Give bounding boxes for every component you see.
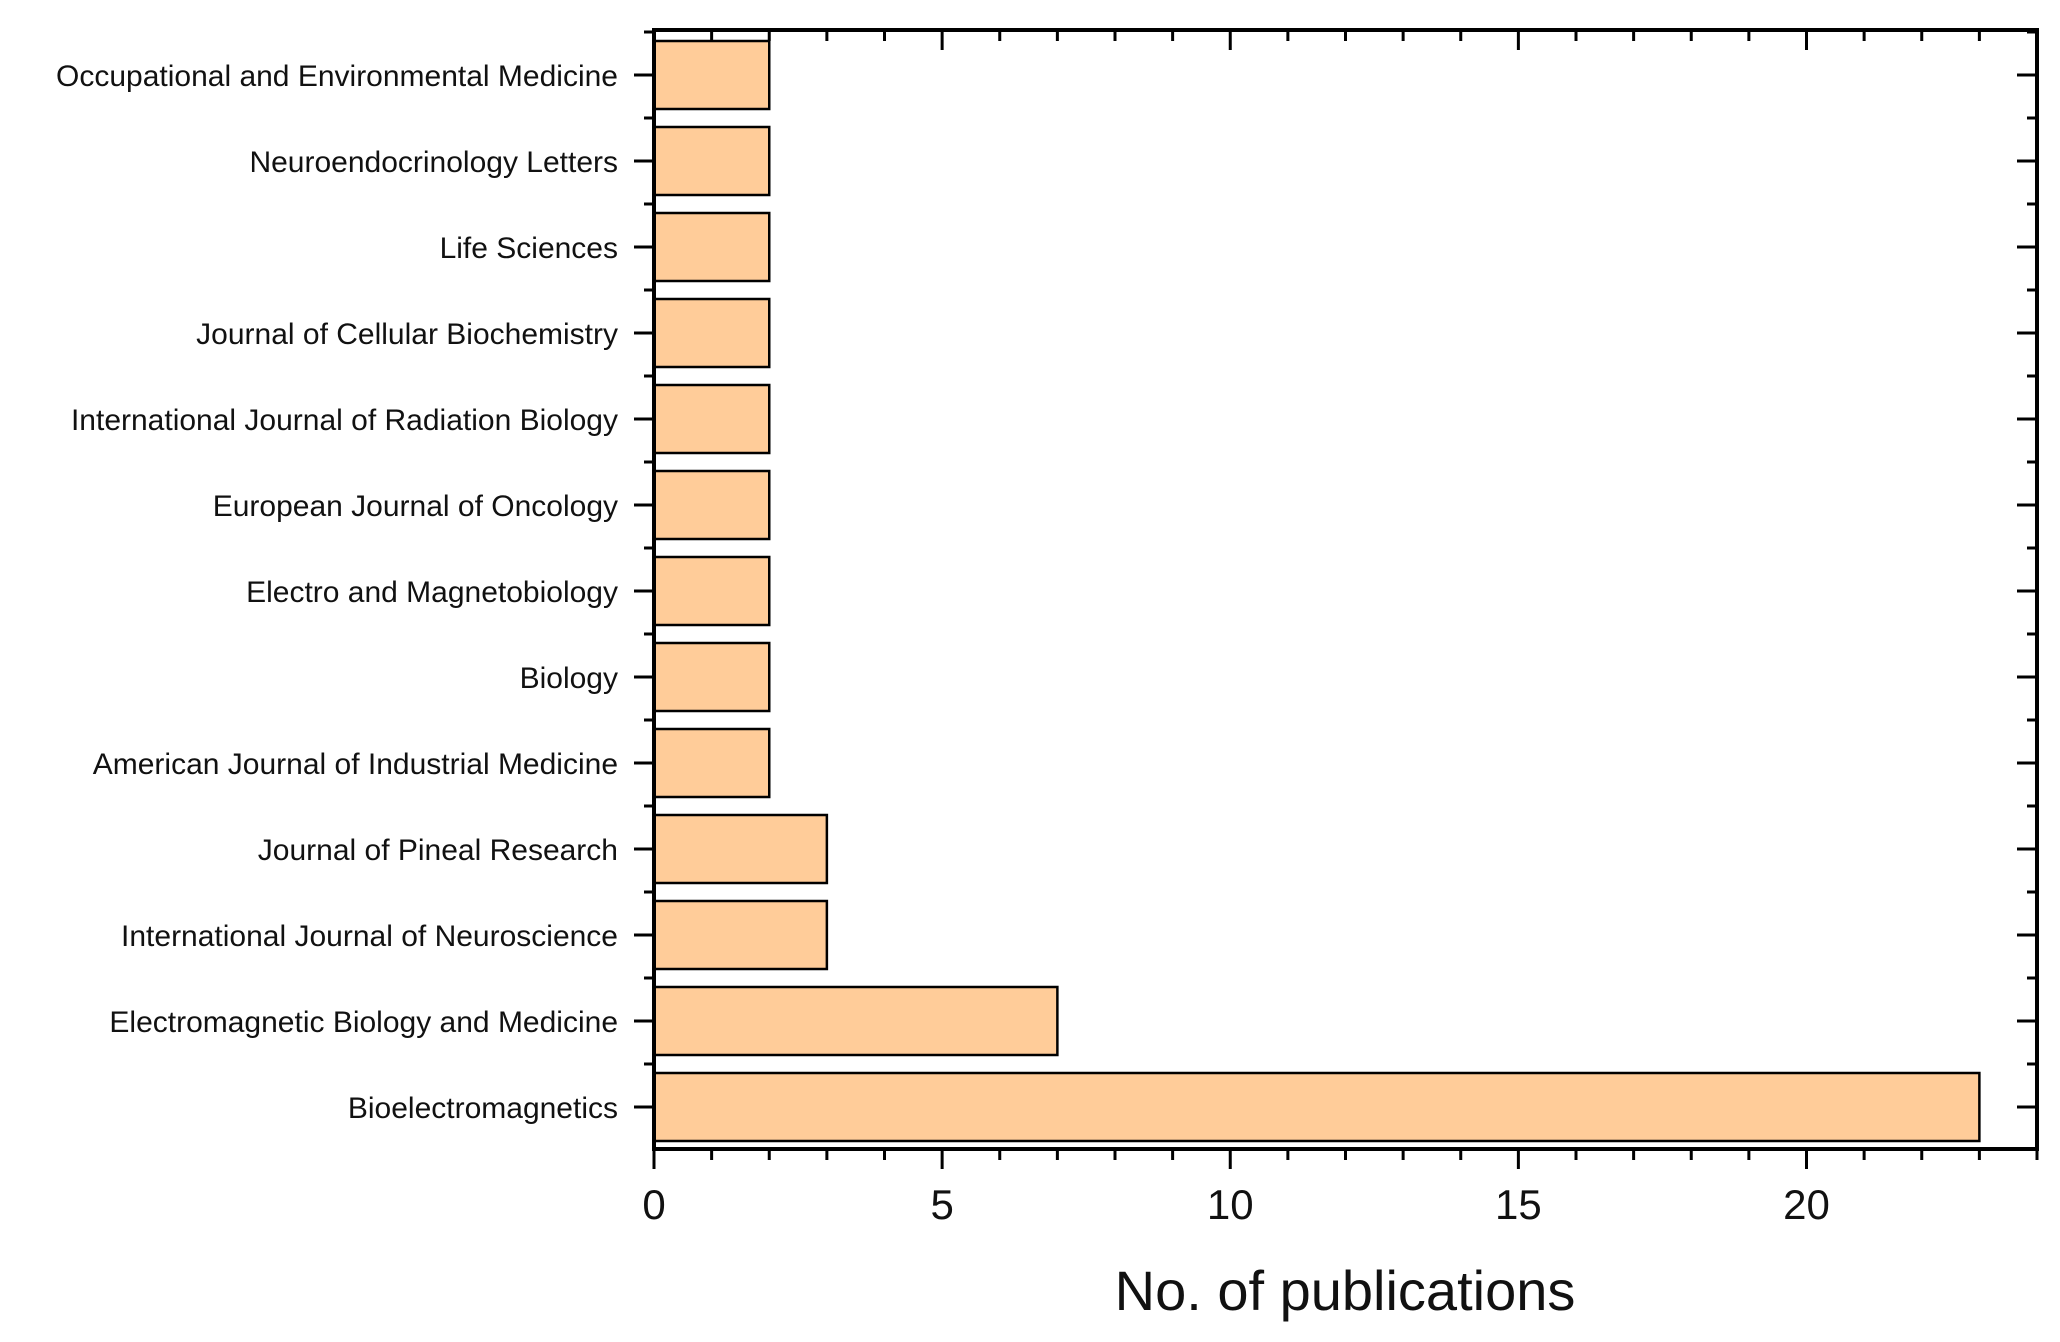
x-axis-title: No. of publications (1115, 1259, 1576, 1322)
bar (652, 469, 771, 541)
category-label: International Journal of Neuroscience (121, 920, 618, 953)
bar (652, 211, 771, 283)
category-label: Life Sciences (440, 232, 618, 265)
category-label: Biology (520, 662, 618, 695)
x-tick-label: 10 (1207, 1181, 1254, 1228)
bar (652, 899, 829, 971)
category-label: International Journal of Radiation Biolo… (71, 404, 618, 437)
category-label: American Journal of Industrial Medicine (93, 748, 618, 781)
x-tick-label: 5 (930, 1181, 953, 1228)
y-axis-ticks (634, 30, 2037, 1109)
bar (652, 641, 771, 713)
bar (652, 813, 829, 885)
x-tick-label: 20 (1783, 1181, 1830, 1228)
category-label: Journal of Pineal Research (258, 834, 618, 867)
bars-group (652, 39, 1981, 1143)
x-tick-labels: 0 5 10 15 20 (642, 1181, 1830, 1228)
category-label: Occupational and Environmental Medicine (56, 60, 618, 93)
bar (652, 297, 771, 369)
category-label: Electro and Magnetobiology (246, 576, 618, 609)
x-tick-label: 15 (1495, 1181, 1542, 1228)
bar (652, 383, 771, 455)
bar (652, 125, 771, 197)
bar (652, 39, 771, 111)
category-label: Journal of Cellular Biochemistry (196, 318, 618, 351)
x-tick-label: 0 (642, 1181, 665, 1228)
bar (652, 727, 771, 799)
category-label: Neuroendocrinology Letters (249, 146, 618, 179)
category-label: Bioelectromagnetics (348, 1092, 618, 1125)
plot-frame (652, 28, 2039, 1151)
bar (652, 985, 1059, 1057)
category-label: European Journal of Oncology (213, 490, 618, 523)
bar (652, 555, 771, 627)
bar (652, 1071, 1981, 1143)
category-label: Electromagnetic Biology and Medicine (109, 1006, 618, 1039)
category-labels: Occupational and Environmental Medicine N… (56, 60, 618, 1125)
